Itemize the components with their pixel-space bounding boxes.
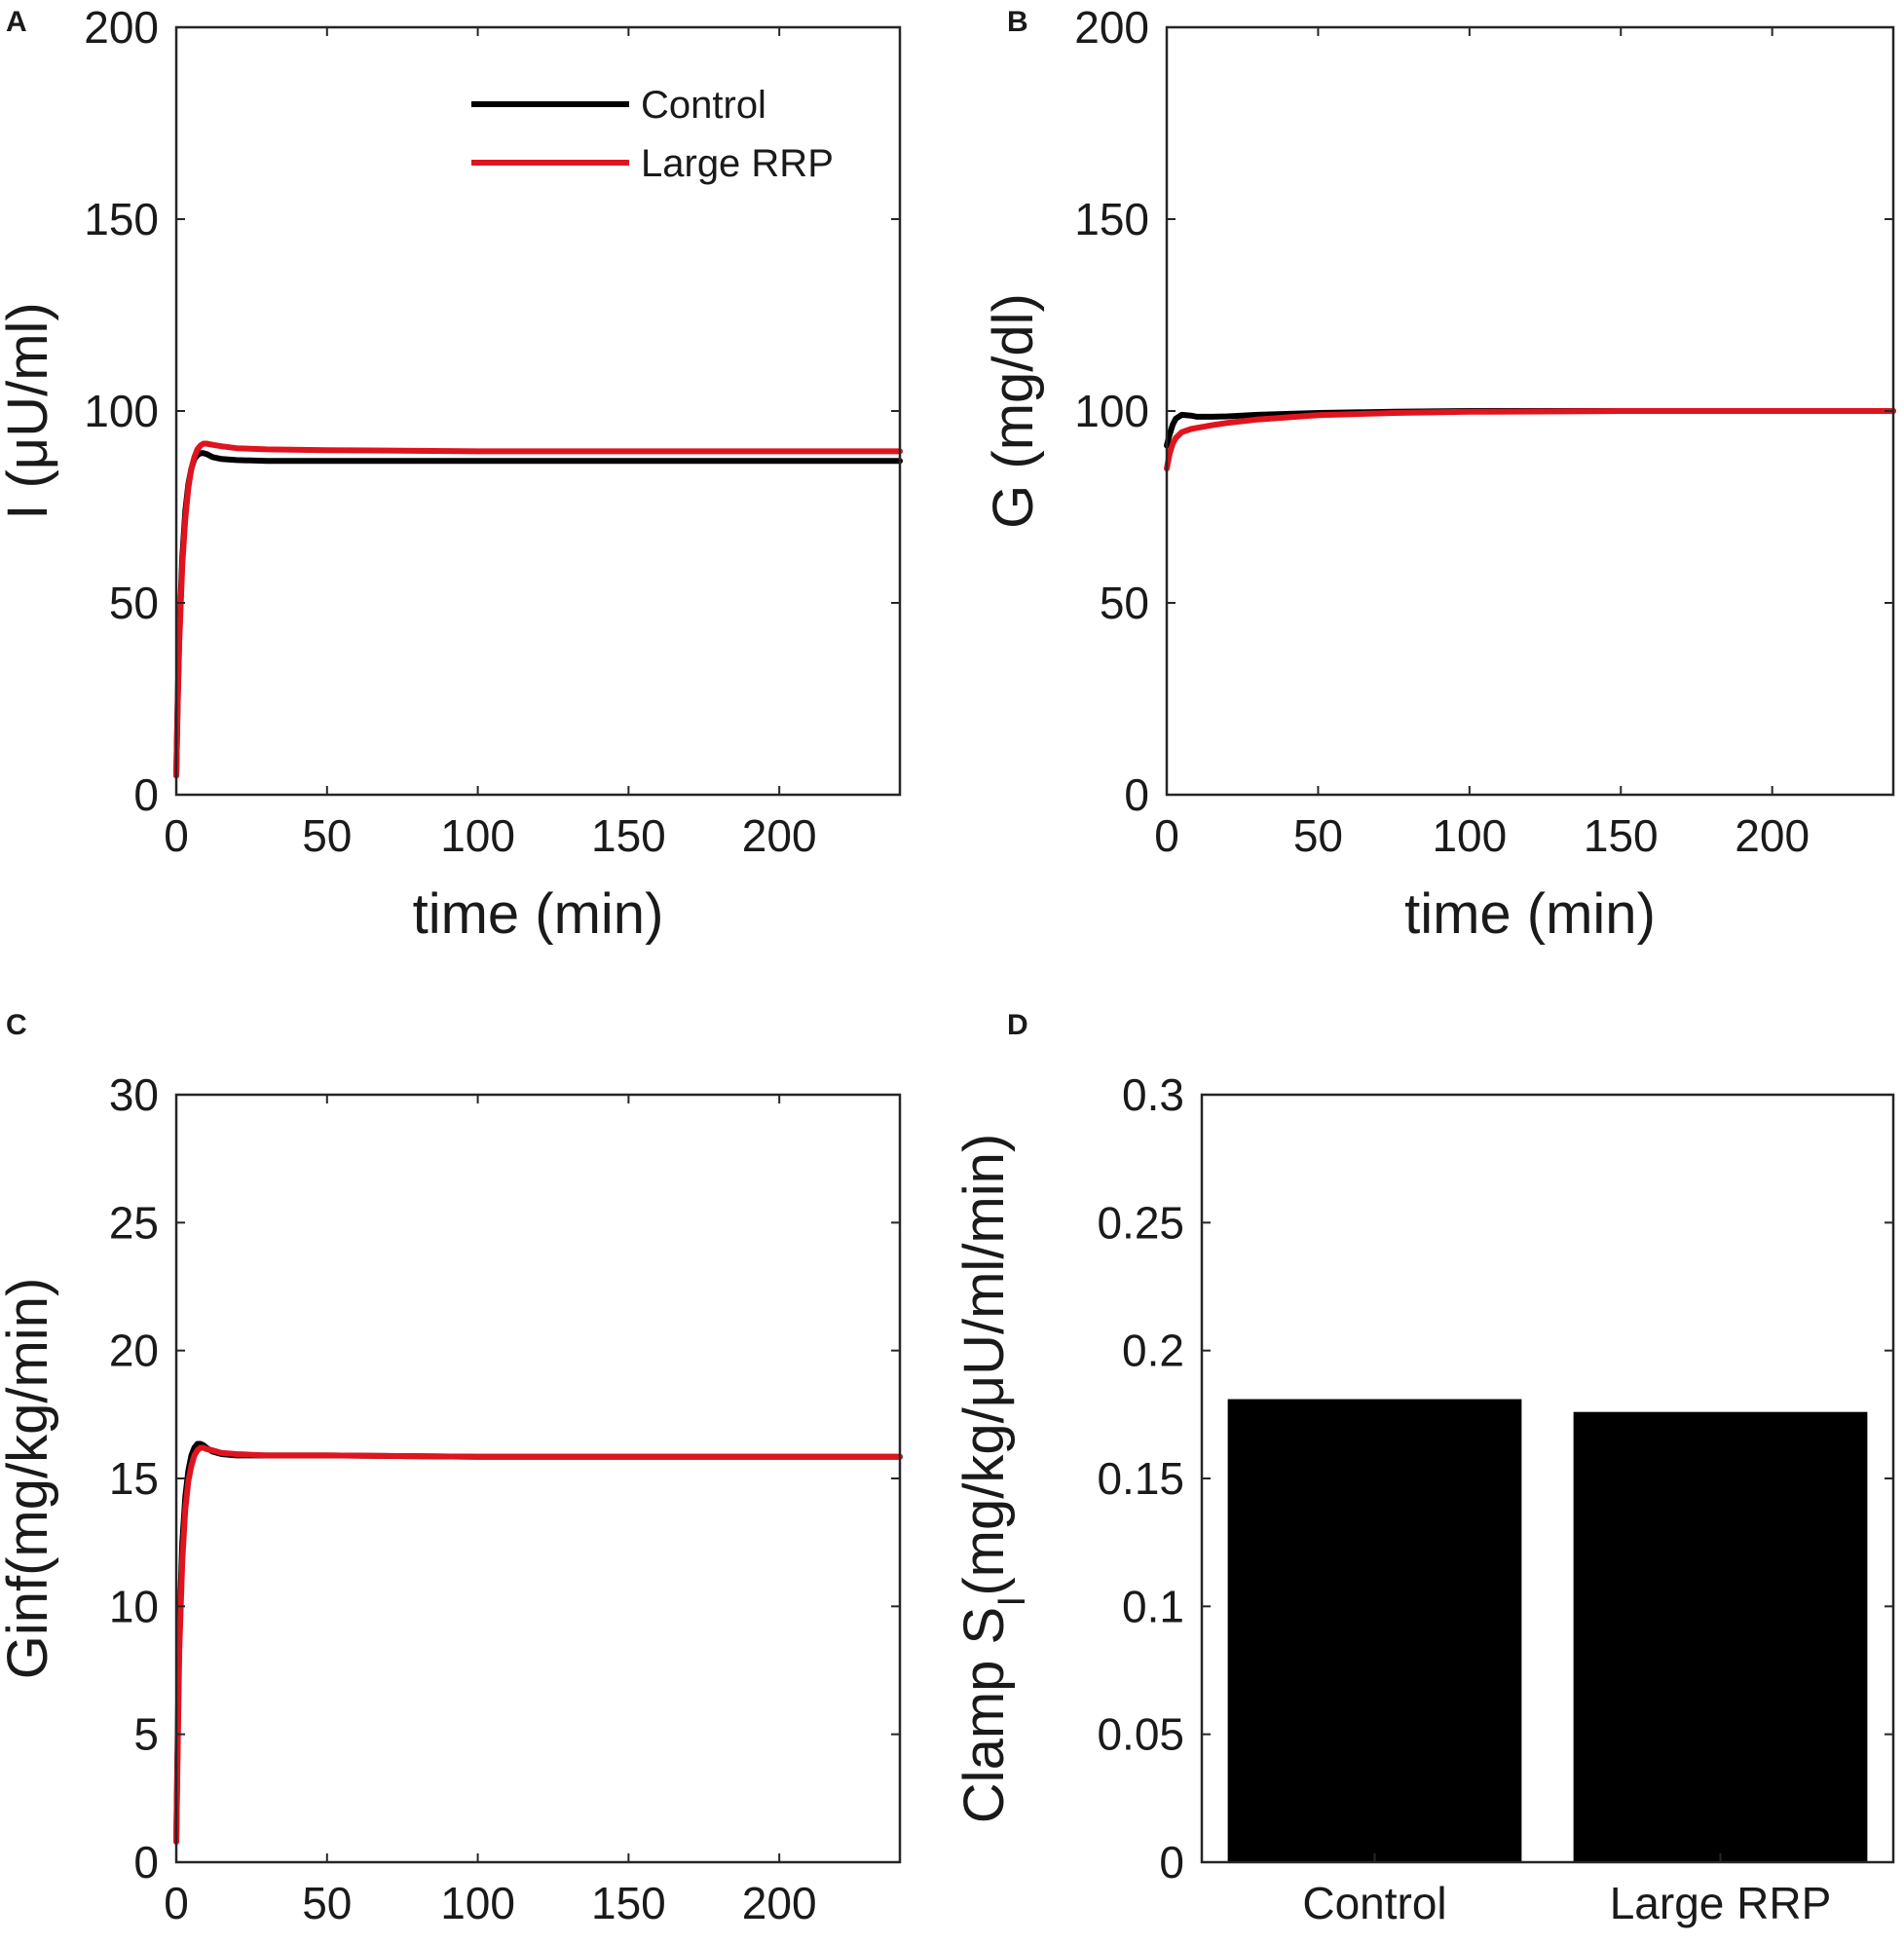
x-tick-label: 200 — [742, 810, 817, 861]
y-tick-label: 0.3 — [1122, 1069, 1184, 1120]
y-axis-label: Clamp SI(mg/kg/μU/ml/min) — [952, 1134, 1033, 1823]
y-tick-label: 0 — [1124, 769, 1149, 820]
series-line-large-rrp — [173, 1444, 903, 1845]
x-category-label: Large RRP — [1610, 1878, 1832, 1928]
x-tick-label: 0 — [164, 1878, 189, 1928]
y-tick-label: 0.2 — [1122, 1326, 1184, 1376]
y-tick-label: 150 — [84, 194, 159, 244]
y-tick-label: 50 — [109, 578, 159, 628]
y-tick-label: 25 — [109, 1197, 159, 1248]
y-tick-label: 5 — [133, 1709, 159, 1760]
y-tick-label: 0 — [133, 769, 159, 820]
bar-control — [1227, 1399, 1522, 1862]
bar-large-rrp — [1573, 1411, 1868, 1862]
x-tick-label: 200 — [742, 1878, 817, 1928]
x-tick-label: 100 — [1432, 810, 1507, 861]
legend: Control Large RRP — [471, 84, 834, 185]
y-tick-label: 30 — [109, 1069, 159, 1120]
y-axis-label: G (mg/dl) — [982, 293, 1045, 529]
legend-label: Large RRP — [641, 142, 834, 185]
panel-d: D Control Large RRP 0 0.05 0.1 0.15 0.2 0.25 0.3 C… — [952, 1009, 1895, 1928]
panel-a: A 0 50 100 150 200 time (min) 0 50 100 150 200 I (μU… — [0, 2, 903, 946]
series-line-control — [173, 450, 903, 779]
panel-letter: C — [6, 1009, 27, 1041]
x-category-label: Control — [1302, 1878, 1446, 1928]
y-tick-label: 15 — [109, 1453, 159, 1504]
panel-letter: B — [1007, 6, 1028, 38]
x-tick-label: 50 — [302, 1878, 352, 1928]
y-tick-label: 0.1 — [1122, 1581, 1184, 1631]
x-tick-label: 150 — [591, 1878, 666, 1928]
x-tick-label: 50 — [302, 810, 352, 861]
x-axis-label: time (min) — [1404, 882, 1656, 946]
y-tick-label: 150 — [1074, 194, 1149, 244]
y-tick-label: 100 — [1074, 386, 1149, 436]
axes-box — [1200, 1093, 1895, 1864]
y-axis-label-subscript: I — [990, 1596, 1033, 1607]
y-tick-label: 200 — [1074, 2, 1149, 53]
legend-label: Control — [641, 84, 766, 127]
y-axis-label-units: (mg/kg/μU/ml/min) — [952, 1134, 1016, 1596]
panel-letter: D — [1007, 1009, 1028, 1041]
panel-letter: A — [6, 6, 27, 38]
y-tick-label: 100 — [84, 386, 159, 436]
series-line-control — [173, 1440, 903, 1845]
x-tick-label: 150 — [1584, 810, 1659, 861]
panel-b: B 0 50 100 150 200 time (min) 0 50 100 150 200 G (mg… — [982, 2, 1896, 946]
x-tick-label: 0 — [164, 810, 189, 861]
y-tick-label: 0 — [133, 1837, 159, 1888]
x-tick-label: 0 — [1154, 810, 1179, 861]
y-tick-label: 20 — [109, 1326, 159, 1376]
x-tick-label: 200 — [1735, 810, 1810, 861]
axes-box — [174, 25, 902, 797]
y-tick-label: 0.25 — [1097, 1197, 1184, 1248]
x-tick-label: 50 — [1293, 810, 1343, 861]
y-tick-label: 10 — [109, 1581, 159, 1631]
x-axis-label: time (min) — [413, 882, 664, 946]
y-axis-label: Ginf(mg/kg/min) — [0, 1278, 59, 1680]
y-tick-label: 50 — [1100, 578, 1149, 628]
y-axis-label-main: Clamp S — [952, 1607, 1016, 1823]
y-tick-label: 0.15 — [1097, 1453, 1184, 1504]
series-line-large-rrp — [1164, 408, 1896, 472]
x-tick-label: 100 — [440, 1878, 515, 1928]
axes-box — [174, 1093, 902, 1864]
y-tick-label: 0 — [1159, 1837, 1184, 1888]
panel-c: C 0 50 100 150 200 0 5 10 15 20 25 30 Ginf(mg/kg/min) — [0, 1009, 903, 1928]
y-tick-label: 200 — [84, 2, 159, 53]
series-line-large-rrp — [173, 440, 903, 779]
y-tick-label: 0.05 — [1097, 1709, 1184, 1760]
y-axis-label: I (μU/ml) — [0, 302, 59, 519]
x-tick-label: 150 — [591, 810, 666, 861]
x-tick-label: 100 — [440, 810, 515, 861]
axes-box — [1165, 25, 1895, 797]
